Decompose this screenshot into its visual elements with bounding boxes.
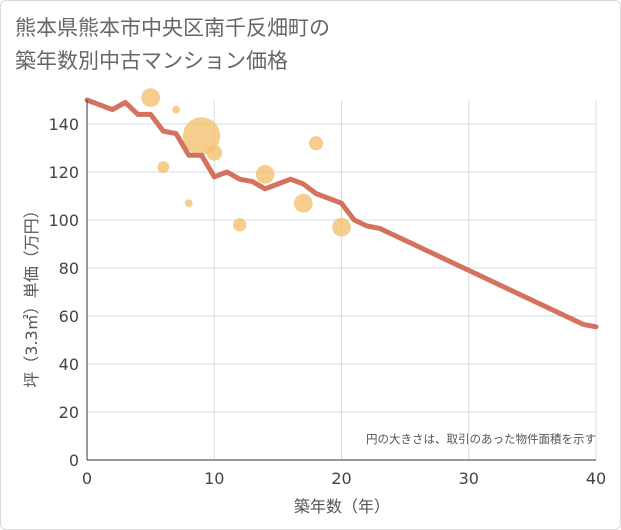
chart-title: 熊本県熊本市中央区南千反畑町の 築年数別中古マンション価格: [15, 16, 330, 73]
grid-lines: [87, 100, 597, 460]
x-tick-label: 40: [586, 469, 606, 488]
bubble-point: [141, 88, 160, 107]
bubble-point: [332, 217, 351, 237]
bubble-point: [157, 161, 170, 174]
trend-line: [84, 97, 599, 330]
bubble-series: [141, 88, 351, 237]
bubble-point: [206, 144, 223, 161]
bubble-point: [172, 105, 180, 114]
x-tick-label: 20: [331, 469, 351, 488]
x-tick-label: 10: [204, 469, 224, 488]
bubble-point: [182, 117, 221, 155]
bubble-point: [232, 218, 247, 232]
y-tick-label: 0: [69, 451, 79, 470]
y-tick-label: 100: [48, 211, 79, 230]
trend-series: [84, 97, 599, 330]
bubble-point: [308, 136, 324, 151]
bubble-point: [184, 199, 193, 208]
y-tick-label: 20: [59, 403, 79, 422]
bubble-point: [293, 193, 313, 213]
x-axis-label: 築年数（年）: [294, 497, 390, 516]
y-tick-label: 120: [48, 163, 79, 182]
x-tick-label: 30: [459, 469, 479, 488]
axes: [86, 100, 596, 461]
tick-labels: 0 20 40 60 80 100 120 140 0 10 20 30 40: [48, 115, 606, 488]
bubble-point: [255, 165, 275, 184]
x-tick-label: 0: [82, 469, 92, 488]
size-note: 円の大きさは、取引のあった物件面積を示す: [366, 432, 596, 446]
y-tick-label: 80: [59, 259, 79, 278]
y-tick-label: 60: [59, 307, 79, 326]
y-axis-label: 坪（3.3㎡）単価（万円）: [22, 202, 41, 387]
y-tick-label: 140: [48, 115, 79, 134]
y-tick-label: 40: [59, 355, 79, 374]
